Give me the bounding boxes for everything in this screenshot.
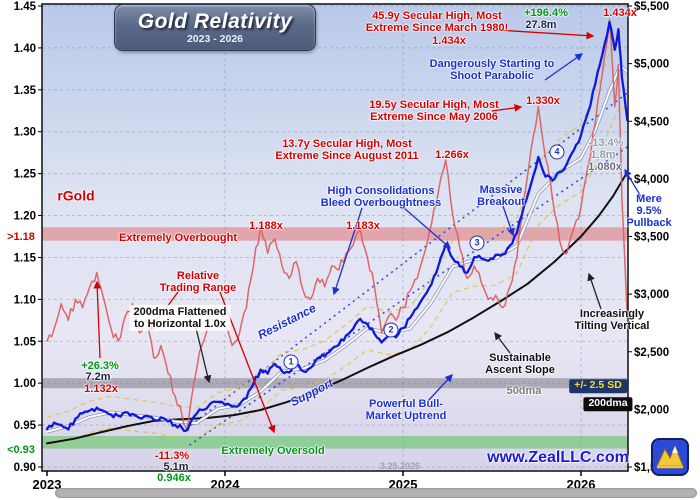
annotation-arrow — [332, 207, 363, 296]
annotation-arrow — [502, 205, 515, 237]
x-axis-tick-label: 2023 — [33, 477, 62, 492]
chart-title-box: Gold Relativity 2023 - 2026 — [114, 4, 316, 51]
right-axis-tick-label: $4,500 — [634, 116, 669, 128]
annotation-arrow — [494, 331, 511, 354]
horizontal-scrollbar[interactable] — [55, 488, 697, 498]
annotation-arrow — [427, 374, 453, 402]
left-axis-tick-label: 1.45 — [14, 1, 37, 13]
left-axis-tick-label: 0.90 — [14, 462, 36, 474]
plot-background — [42, 4, 628, 471]
right-axis-tick-label: $3,000 — [634, 289, 669, 301]
date-watermark: 3.25.2026 — [379, 461, 421, 471]
sd-band-upper — [46, 24, 628, 418]
right-axis-tick-label: $2,500 — [634, 347, 669, 359]
left-axis-tick-label: 1.30 — [14, 127, 36, 139]
annotation-arrow — [491, 104, 523, 112]
annotation-arrow — [544, 53, 584, 81]
plot-border — [41, 3, 629, 472]
right-axis-tick-label: $5,000 — [634, 59, 669, 71]
left-axis-tick-label: 0.95 — [14, 420, 37, 432]
band-oversold — [42, 435, 628, 449]
left-axis-tick-label: 1.40 — [14, 43, 36, 55]
chart-subtitle: 2023 - 2026 — [186, 32, 244, 45]
right-axis-tick-label: $2,000 — [634, 404, 669, 416]
annotation-arrow — [93, 280, 102, 359]
annotation-arrow — [587, 272, 602, 310]
left-axis-tick-label: 1.00 — [14, 378, 36, 390]
chart-title: Gold Relativity — [137, 9, 293, 33]
left-axis-tick-label: 1.15 — [14, 252, 37, 264]
annotation-arrow — [403, 207, 451, 249]
sd-band-lower — [46, 105, 628, 448]
series-layer — [45, 18, 628, 448]
left-axis-tick-label: 1.25 — [14, 169, 37, 181]
band-overbought — [42, 227, 628, 241]
trendline-support — [188, 145, 628, 446]
left-axis-tick-label: 1.20 — [14, 211, 36, 223]
right-axis-tick-label: $4,000 — [634, 174, 669, 186]
zeal-logo — [651, 438, 689, 476]
left-axis-tick-label: 1.35 — [14, 85, 37, 97]
right-axis-tick-label: $3,500 — [634, 232, 669, 244]
zeal-logo-icon — [651, 438, 689, 476]
annotation-arrow — [624, 168, 644, 201]
gold-price-line — [45, 20, 628, 433]
right-axis-tick-label: $5,500 — [634, 1, 669, 13]
annotation-arrow — [195, 327, 212, 384]
website-text: www.ZealLLC.com — [487, 449, 629, 466]
left-axis-tick-label: 1.10 — [14, 294, 36, 306]
annotation-arrow — [496, 29, 595, 40]
dma200-line — [46, 171, 628, 445]
left-axis-tick-label: 1.05 — [14, 336, 37, 348]
